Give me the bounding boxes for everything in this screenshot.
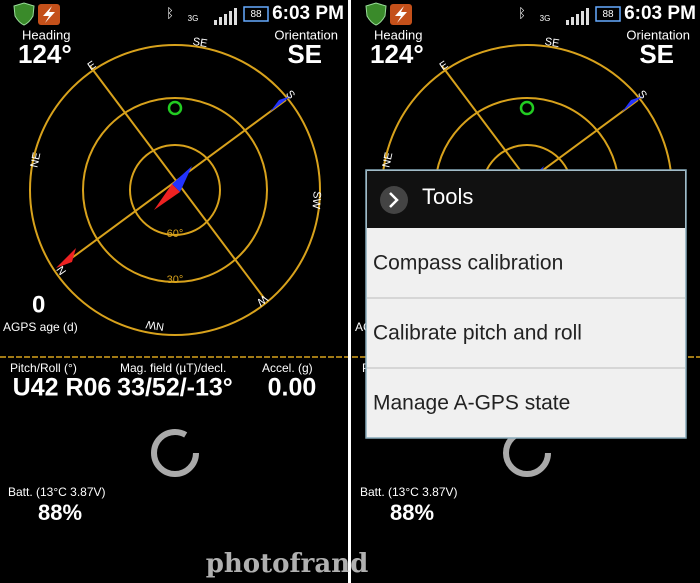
tools-menu: Tools Compass calibration Calibrate pitch … xyxy=(365,169,687,439)
menu-item[interactable]: Calibrate pitch and roll xyxy=(373,322,582,345)
compass-label: NE xyxy=(380,151,395,168)
signal-bar xyxy=(586,8,589,25)
signal-bar xyxy=(214,20,217,25)
bluetooth: ᛒ xyxy=(166,5,174,20)
satellite xyxy=(167,100,183,116)
network: 3G xyxy=(540,14,551,23)
shield-icon xyxy=(13,2,35,26)
clock: 6:03 PM xyxy=(624,3,696,24)
network: 3G xyxy=(188,14,199,23)
compass-label: SE xyxy=(544,36,560,50)
signal-bar xyxy=(566,20,569,25)
watermark: photofrand xyxy=(206,549,369,579)
reading-label: Pitch/Roll (°) xyxy=(10,361,77,375)
menu-title-bar xyxy=(367,171,685,228)
satellite xyxy=(519,100,535,116)
menu-icon xyxy=(380,186,408,214)
south-arrow xyxy=(622,96,643,112)
heading-value: 124° xyxy=(18,39,72,69)
battery-label: Batt. (13°C 3.87V) xyxy=(360,485,458,499)
agps-value: 0 xyxy=(32,291,45,318)
compass-ring xyxy=(129,144,221,236)
orientation-label: Orientation xyxy=(626,27,690,42)
signal-bar xyxy=(234,8,237,25)
compass-ring xyxy=(29,44,321,336)
spinner xyxy=(151,429,199,477)
divider xyxy=(348,0,351,583)
chevron xyxy=(389,192,399,208)
clock: 6:03 PM xyxy=(272,3,344,24)
compass-label: SE xyxy=(192,36,208,50)
reading-value: 0.00 xyxy=(268,374,317,402)
bolt xyxy=(395,6,407,23)
ring-label: 30° xyxy=(167,274,184,286)
signal-bar xyxy=(229,11,232,25)
menu-title: Tools xyxy=(422,184,473,209)
heading-label: Heading xyxy=(374,27,422,42)
battery-label: Batt. (13°C 3.87V) xyxy=(8,485,106,499)
north-arrow xyxy=(56,248,76,268)
orientation-label: Orientation xyxy=(274,27,338,42)
shield-icon xyxy=(365,2,387,26)
battery-box xyxy=(243,6,269,22)
reading-label: Mag. field (µT)/decl. xyxy=(120,361,226,375)
menu-item[interactable]: Manage A-GPS state xyxy=(373,392,570,415)
compass-label: NE xyxy=(28,151,43,168)
battery-level: 88 xyxy=(602,9,614,20)
ring-label: 60° xyxy=(167,228,184,240)
heading-value: 124° xyxy=(370,39,424,69)
reading-label: Accel. (g) xyxy=(262,361,313,375)
menu-item-bg[interactable] xyxy=(367,299,685,367)
signal-bar xyxy=(581,11,584,25)
needle-south xyxy=(154,184,180,210)
reading-value: 33/52/-13° xyxy=(117,374,233,402)
battery-level: 88 xyxy=(250,9,262,20)
menu-item-bg[interactable] xyxy=(367,229,685,297)
menu-item[interactable]: Compass calibration xyxy=(373,252,563,275)
compass-label: NW xyxy=(144,318,164,333)
battery-box xyxy=(595,6,621,22)
agps-label: AGPS age (d) xyxy=(3,320,78,334)
signal-bar xyxy=(571,17,574,25)
compass-label: SW xyxy=(309,191,322,210)
menu-item-bg[interactable] xyxy=(367,369,685,437)
bolt xyxy=(43,6,55,23)
battery-value: 88% xyxy=(38,500,82,525)
signal-bar xyxy=(224,14,227,25)
orientation-value: SE xyxy=(639,39,674,69)
orientation-value: SE xyxy=(287,39,322,69)
signal-bar xyxy=(576,14,579,25)
signal-bar xyxy=(219,17,222,25)
south-arrow xyxy=(270,96,291,112)
battery-value: 88% xyxy=(390,500,434,525)
bluetooth: ᛒ xyxy=(518,5,526,20)
reading-value: U42 R06 xyxy=(13,374,112,402)
heading-label: Heading xyxy=(22,27,70,42)
needle-north xyxy=(172,166,192,192)
compass-ring xyxy=(82,97,268,283)
